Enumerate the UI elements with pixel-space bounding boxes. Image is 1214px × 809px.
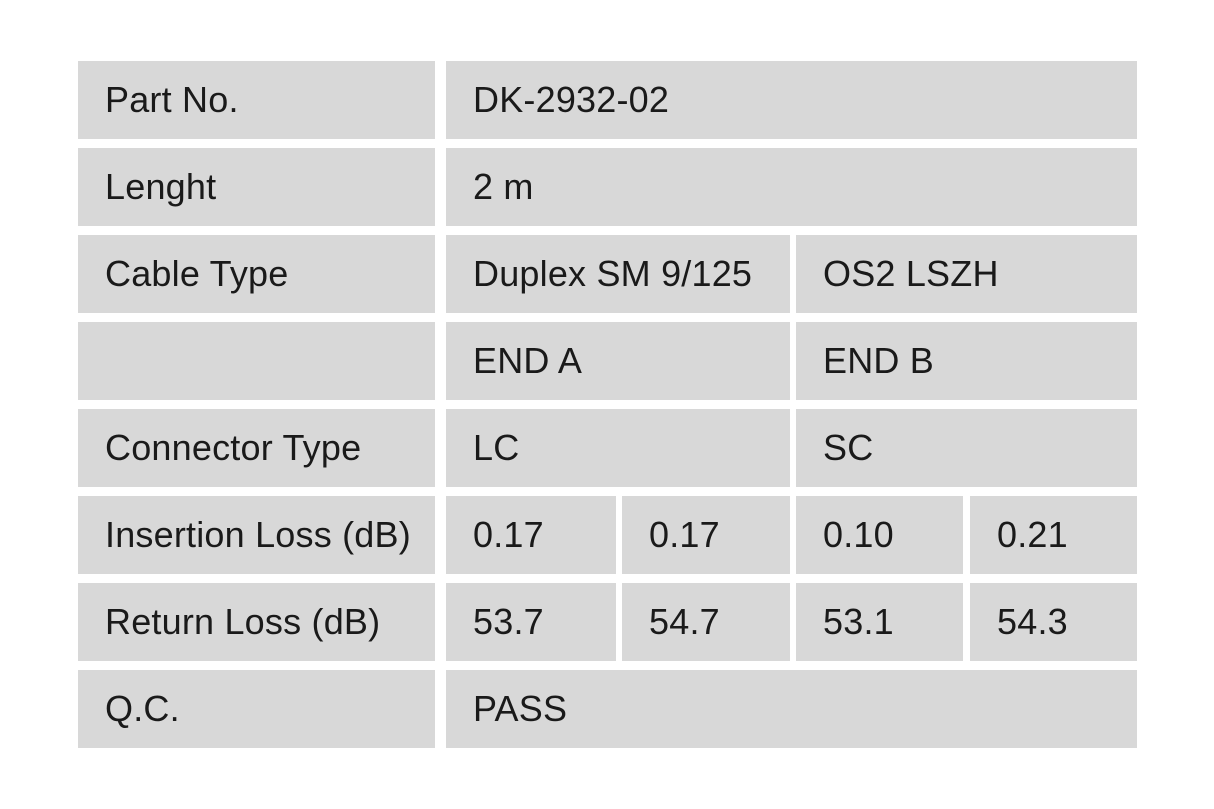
insertion-loss-end-a-2: 0.17 xyxy=(622,496,790,574)
part-no-label: Part No. xyxy=(78,61,435,139)
return-loss-label: Return Loss (dB) xyxy=(78,583,435,661)
cable-type-value-b: OS2 LSZH xyxy=(796,235,1137,313)
end-a-header: END A xyxy=(446,322,790,400)
cable-type-value-a: Duplex SM 9/125 xyxy=(446,235,790,313)
return-loss-end-b-2: 54.3 xyxy=(970,583,1137,661)
insertion-loss-end-a-1: 0.17 xyxy=(446,496,616,574)
return-loss-end-a-1: 53.7 xyxy=(446,583,616,661)
return-loss-end-a-2: 54.7 xyxy=(622,583,790,661)
insertion-loss-end-b-2: 0.21 xyxy=(970,496,1137,574)
return-loss-end-b-1: 53.1 xyxy=(796,583,963,661)
connector-type-value-b: SC xyxy=(796,409,1137,487)
insertion-loss-label: Insertion Loss (dB) xyxy=(78,496,435,574)
qc-value: PASS xyxy=(446,670,1137,748)
cable-type-label: Cable Type xyxy=(78,235,435,313)
qc-label: Q.C. xyxy=(78,670,435,748)
product-spec-table: Part No. DK-2932-02 Lenght 2 m Cable Typ… xyxy=(78,61,1137,748)
end-b-header: END B xyxy=(796,322,1137,400)
length-value: 2 m xyxy=(446,148,1137,226)
connector-type-label: Connector Type xyxy=(78,409,435,487)
part-no-value: DK-2932-02 xyxy=(446,61,1137,139)
insertion-loss-end-b-1: 0.10 xyxy=(796,496,963,574)
length-label: Lenght xyxy=(78,148,435,226)
ends-empty-cell xyxy=(78,322,435,400)
connector-type-value-a: LC xyxy=(446,409,790,487)
